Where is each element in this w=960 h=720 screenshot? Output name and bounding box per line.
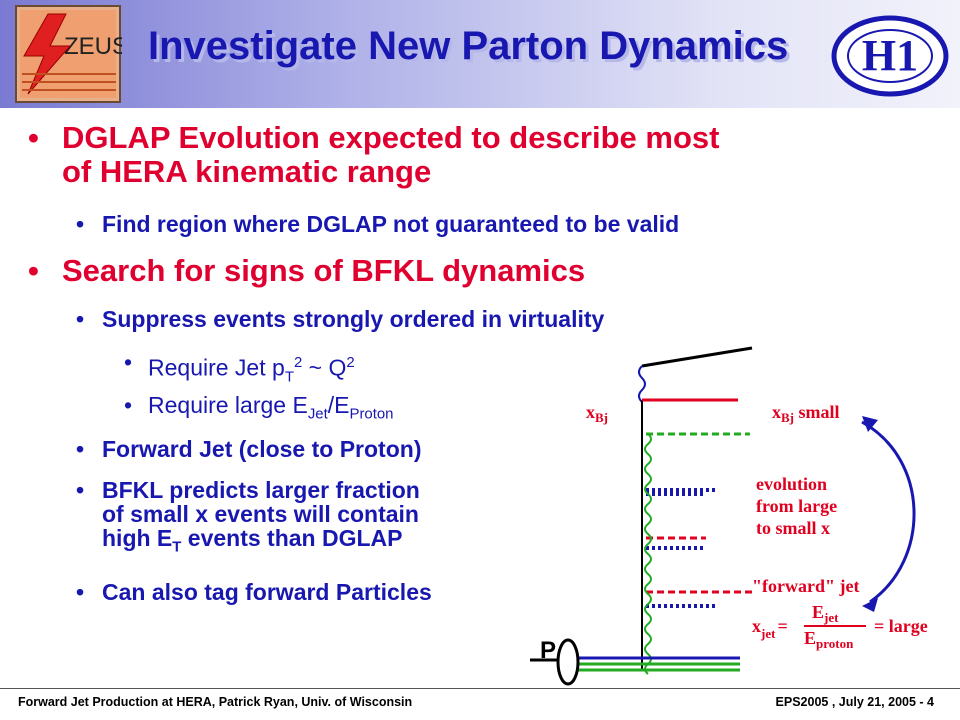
evolution-label: evolution <box>756 474 827 494</box>
xbj-label: xBj <box>586 402 608 425</box>
evolution-label: from large <box>756 496 837 516</box>
footer-right: EPS2005 , July 21, 2005 - 4 <box>775 695 934 709</box>
forward-jet-diagram: P xBj xBj small evolution from large to … <box>530 346 928 686</box>
bullet-bfkl-predicts: • BFKL predicts larger fraction of small… <box>76 477 420 556</box>
evolution-arrow <box>861 420 916 604</box>
arrowhead-icon <box>862 416 878 432</box>
gluon-ladder <box>644 433 652 675</box>
footer-divider <box>0 688 960 689</box>
h1-logo: H1 <box>831 15 949 97</box>
svg-text:ZEUS: ZEUS <box>64 33 122 60</box>
evolution-label: to small x <box>756 518 830 538</box>
slide-title: Investigate New Parton Dynamics <box>148 24 789 68</box>
electron-line <box>641 346 753 368</box>
forward-jet-label: "forward" jet <box>752 576 859 596</box>
proton-label: P <box>540 637 556 664</box>
bullet-dglap: • DGLAP Evolution expected to describe m… <box>28 120 720 189</box>
proton-blob <box>556 638 580 686</box>
footer-left: Forward Jet Production at HERA, Patrick … <box>18 695 413 709</box>
xbj-small-label: xBj small <box>772 402 840 425</box>
bullet-find-region: • Find region where DGLAP not guaranteed… <box>76 211 680 237</box>
eproton-label: Eproton <box>804 628 854 651</box>
svg-text:H1: H1 <box>862 31 918 80</box>
ejet-label: Ejet <box>812 602 839 625</box>
sub-bullet-ejet: • Require large EJet/EProton <box>124 392 394 423</box>
bullet-tag-particles: • Can also tag forward Particles <box>76 579 432 605</box>
equals-large-label: = large <box>874 616 928 636</box>
sub-bullet-jet-pt: • Require Jet pT2 ~ Q2 <box>124 349 355 386</box>
zeus-logo: ZEUS <box>15 5 122 103</box>
bullet-suppress: • Suppress events strongly ordered in vi… <box>76 306 605 332</box>
title-banner <box>0 0 960 108</box>
photon-line <box>638 365 646 403</box>
bullet-bfkl-search: • Search for signs of BFKL dynamics <box>28 253 586 288</box>
xjet-label: xjet = <box>752 616 788 641</box>
bullet-forward-jet: • Forward Jet (close to Proton) <box>76 436 422 462</box>
arrowhead-icon <box>862 598 878 612</box>
